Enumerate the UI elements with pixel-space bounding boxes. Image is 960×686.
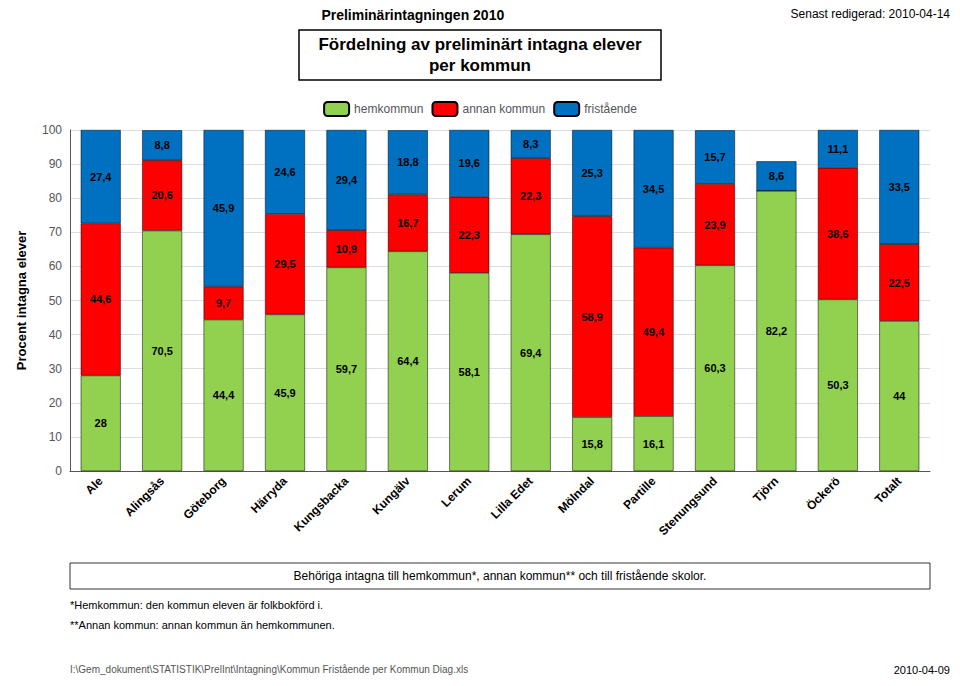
svg-text:Kungälv: Kungälv	[369, 474, 413, 518]
svg-text:0: 0	[55, 464, 62, 478]
svg-text:Lerum: Lerum	[438, 474, 474, 510]
svg-text:fristående: fristående	[584, 102, 637, 116]
svg-text:22,5: 22,5	[889, 277, 910, 289]
svg-text:20: 20	[49, 396, 63, 410]
svg-text:2010-04-09: 2010-04-09	[894, 664, 950, 676]
svg-text:hemkommun: hemkommun	[354, 102, 423, 116]
svg-text:16,1: 16,1	[643, 438, 664, 450]
svg-text:annan kommun: annan kommun	[462, 102, 545, 116]
svg-text:20,6: 20,6	[151, 189, 172, 201]
svg-text:Härryda: Härryda	[248, 474, 290, 516]
svg-text:90: 90	[49, 157, 63, 171]
svg-text:Ale: Ale	[83, 474, 106, 497]
svg-text:16,7: 16,7	[397, 217, 418, 229]
svg-text:9,7: 9,7	[216, 297, 231, 309]
svg-text:33,5: 33,5	[889, 181, 910, 193]
svg-text:Mölndal: Mölndal	[555, 474, 597, 516]
svg-text:80: 80	[49, 191, 63, 205]
svg-text:8,3: 8,3	[523, 138, 538, 150]
svg-text:Stenungsund: Stenungsund	[656, 474, 720, 538]
svg-text:Senast redigerad: 2010-04-14: Senast redigerad: 2010-04-14	[791, 7, 951, 21]
svg-text:15,7: 15,7	[704, 151, 725, 163]
svg-text:22,3: 22,3	[459, 229, 480, 241]
svg-text:8,8: 8,8	[154, 139, 169, 151]
svg-text:44,6: 44,6	[90, 293, 111, 305]
svg-text:59,7: 59,7	[336, 363, 357, 375]
svg-text:49,4: 49,4	[643, 326, 665, 338]
svg-text:Procent intagna elever: Procent intagna elever	[14, 231, 29, 370]
svg-text:28: 28	[95, 417, 107, 429]
svg-text:Alingsås: Alingsås	[122, 474, 167, 519]
svg-text:Öckerö: Öckerö	[803, 473, 843, 513]
svg-text:19,6: 19,6	[459, 157, 480, 169]
svg-text:*Hemkommun: den kommun eleven: *Hemkommun: den kommun eleven är folkbok…	[70, 599, 323, 611]
svg-text:15,8: 15,8	[581, 438, 602, 450]
svg-text:45,9: 45,9	[213, 202, 234, 214]
svg-text:Preliminärintagningen 2010: Preliminärintagningen 2010	[321, 7, 504, 23]
svg-text:Kungsbacka: Kungsbacka	[291, 474, 352, 535]
svg-text:10: 10	[49, 430, 63, 444]
svg-text:38,6: 38,6	[827, 228, 848, 240]
svg-text:60,3: 60,3	[704, 362, 725, 374]
svg-text:**Annan kommun: annan kommun ä: **Annan kommun: annan kommun än hemkommu…	[70, 619, 335, 631]
svg-text:Partille: Partille	[620, 474, 658, 512]
svg-text:50: 50	[49, 294, 63, 308]
svg-text:58,1: 58,1	[459, 366, 480, 378]
svg-text:per kommun: per kommun	[429, 56, 531, 75]
svg-text:18,8: 18,8	[397, 156, 418, 168]
svg-text:Totalt: Totalt	[872, 474, 904, 506]
svg-text:60: 60	[49, 259, 63, 273]
svg-text:58,9: 58,9	[581, 311, 602, 323]
svg-text:64,4: 64,4	[397, 355, 419, 367]
svg-text:100: 100	[42, 123, 62, 137]
svg-text:23,9: 23,9	[704, 219, 725, 231]
svg-text:45,9: 45,9	[274, 387, 295, 399]
svg-text:Göteborg: Göteborg	[180, 474, 228, 522]
svg-text:11,1: 11,1	[827, 143, 848, 155]
svg-text:29,4: 29,4	[336, 174, 358, 186]
svg-text:Fördelning av preliminärt inta: Fördelning av preliminärt intagna elever	[318, 35, 641, 54]
svg-text:22,3: 22,3	[520, 190, 541, 202]
svg-text:69,4: 69,4	[520, 347, 542, 359]
svg-text:Tjörn: Tjörn	[750, 474, 781, 505]
svg-text:34,5: 34,5	[643, 183, 664, 195]
svg-text:I:\Gem_dokument\STATISTIK\Prel: I:\Gem_dokument\STATISTIK\PrelInt\Intagn…	[70, 664, 468, 675]
svg-text:44: 44	[893, 390, 906, 402]
svg-text:27,4: 27,4	[90, 171, 112, 183]
svg-text:70: 70	[49, 225, 63, 239]
svg-text:82,2: 82,2	[766, 325, 787, 337]
svg-text:40: 40	[49, 328, 63, 342]
svg-text:Behöriga intagna till hemkommu: Behöriga intagna till hemkommun*, annan …	[294, 569, 707, 583]
svg-text:Lilla Edet: Lilla Edet	[488, 474, 536, 522]
svg-text:10,9: 10,9	[336, 243, 357, 255]
svg-text:24,6: 24,6	[274, 166, 295, 178]
svg-text:25,3: 25,3	[581, 167, 602, 179]
svg-text:30: 30	[49, 362, 63, 376]
svg-text:29,5: 29,5	[274, 258, 295, 270]
svg-text:70,5: 70,5	[151, 345, 172, 357]
svg-text:44,4: 44,4	[213, 389, 235, 401]
svg-text:50,3: 50,3	[827, 379, 848, 391]
svg-text:8,6: 8,6	[769, 170, 784, 182]
